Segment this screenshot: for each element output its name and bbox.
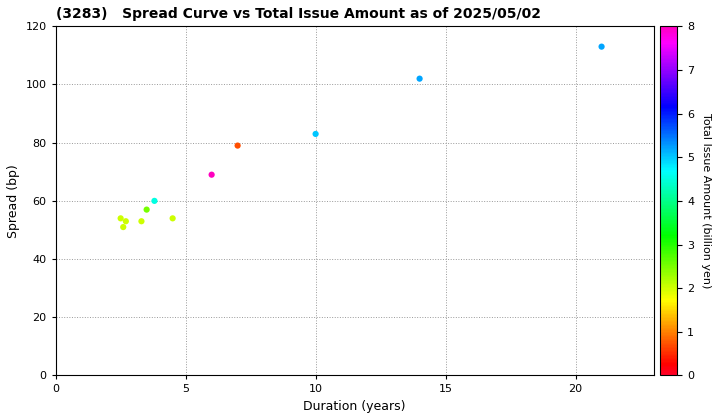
Y-axis label: Total Issue Amount (billion yen): Total Issue Amount (billion yen) (701, 113, 711, 289)
Point (148, 197, 160, 204)
Point (310, 131, 321, 137)
Point (232, 142, 243, 149)
Point (115, 215, 127, 222)
Point (120, 218, 132, 225)
X-axis label: Duration (years): Duration (years) (303, 400, 406, 413)
Point (135, 218, 147, 225)
Point (596, 43, 608, 50)
Point (141, 206, 153, 213)
Point (117, 224, 129, 231)
Point (206, 171, 217, 178)
Point (414, 75, 426, 82)
Point (167, 215, 179, 222)
Text: (3283)   Spread Curve vs Total Issue Amount as of 2025/05/02: (3283) Spread Curve vs Total Issue Amoun… (55, 7, 541, 21)
Y-axis label: Spread (bp): Spread (bp) (7, 164, 20, 238)
